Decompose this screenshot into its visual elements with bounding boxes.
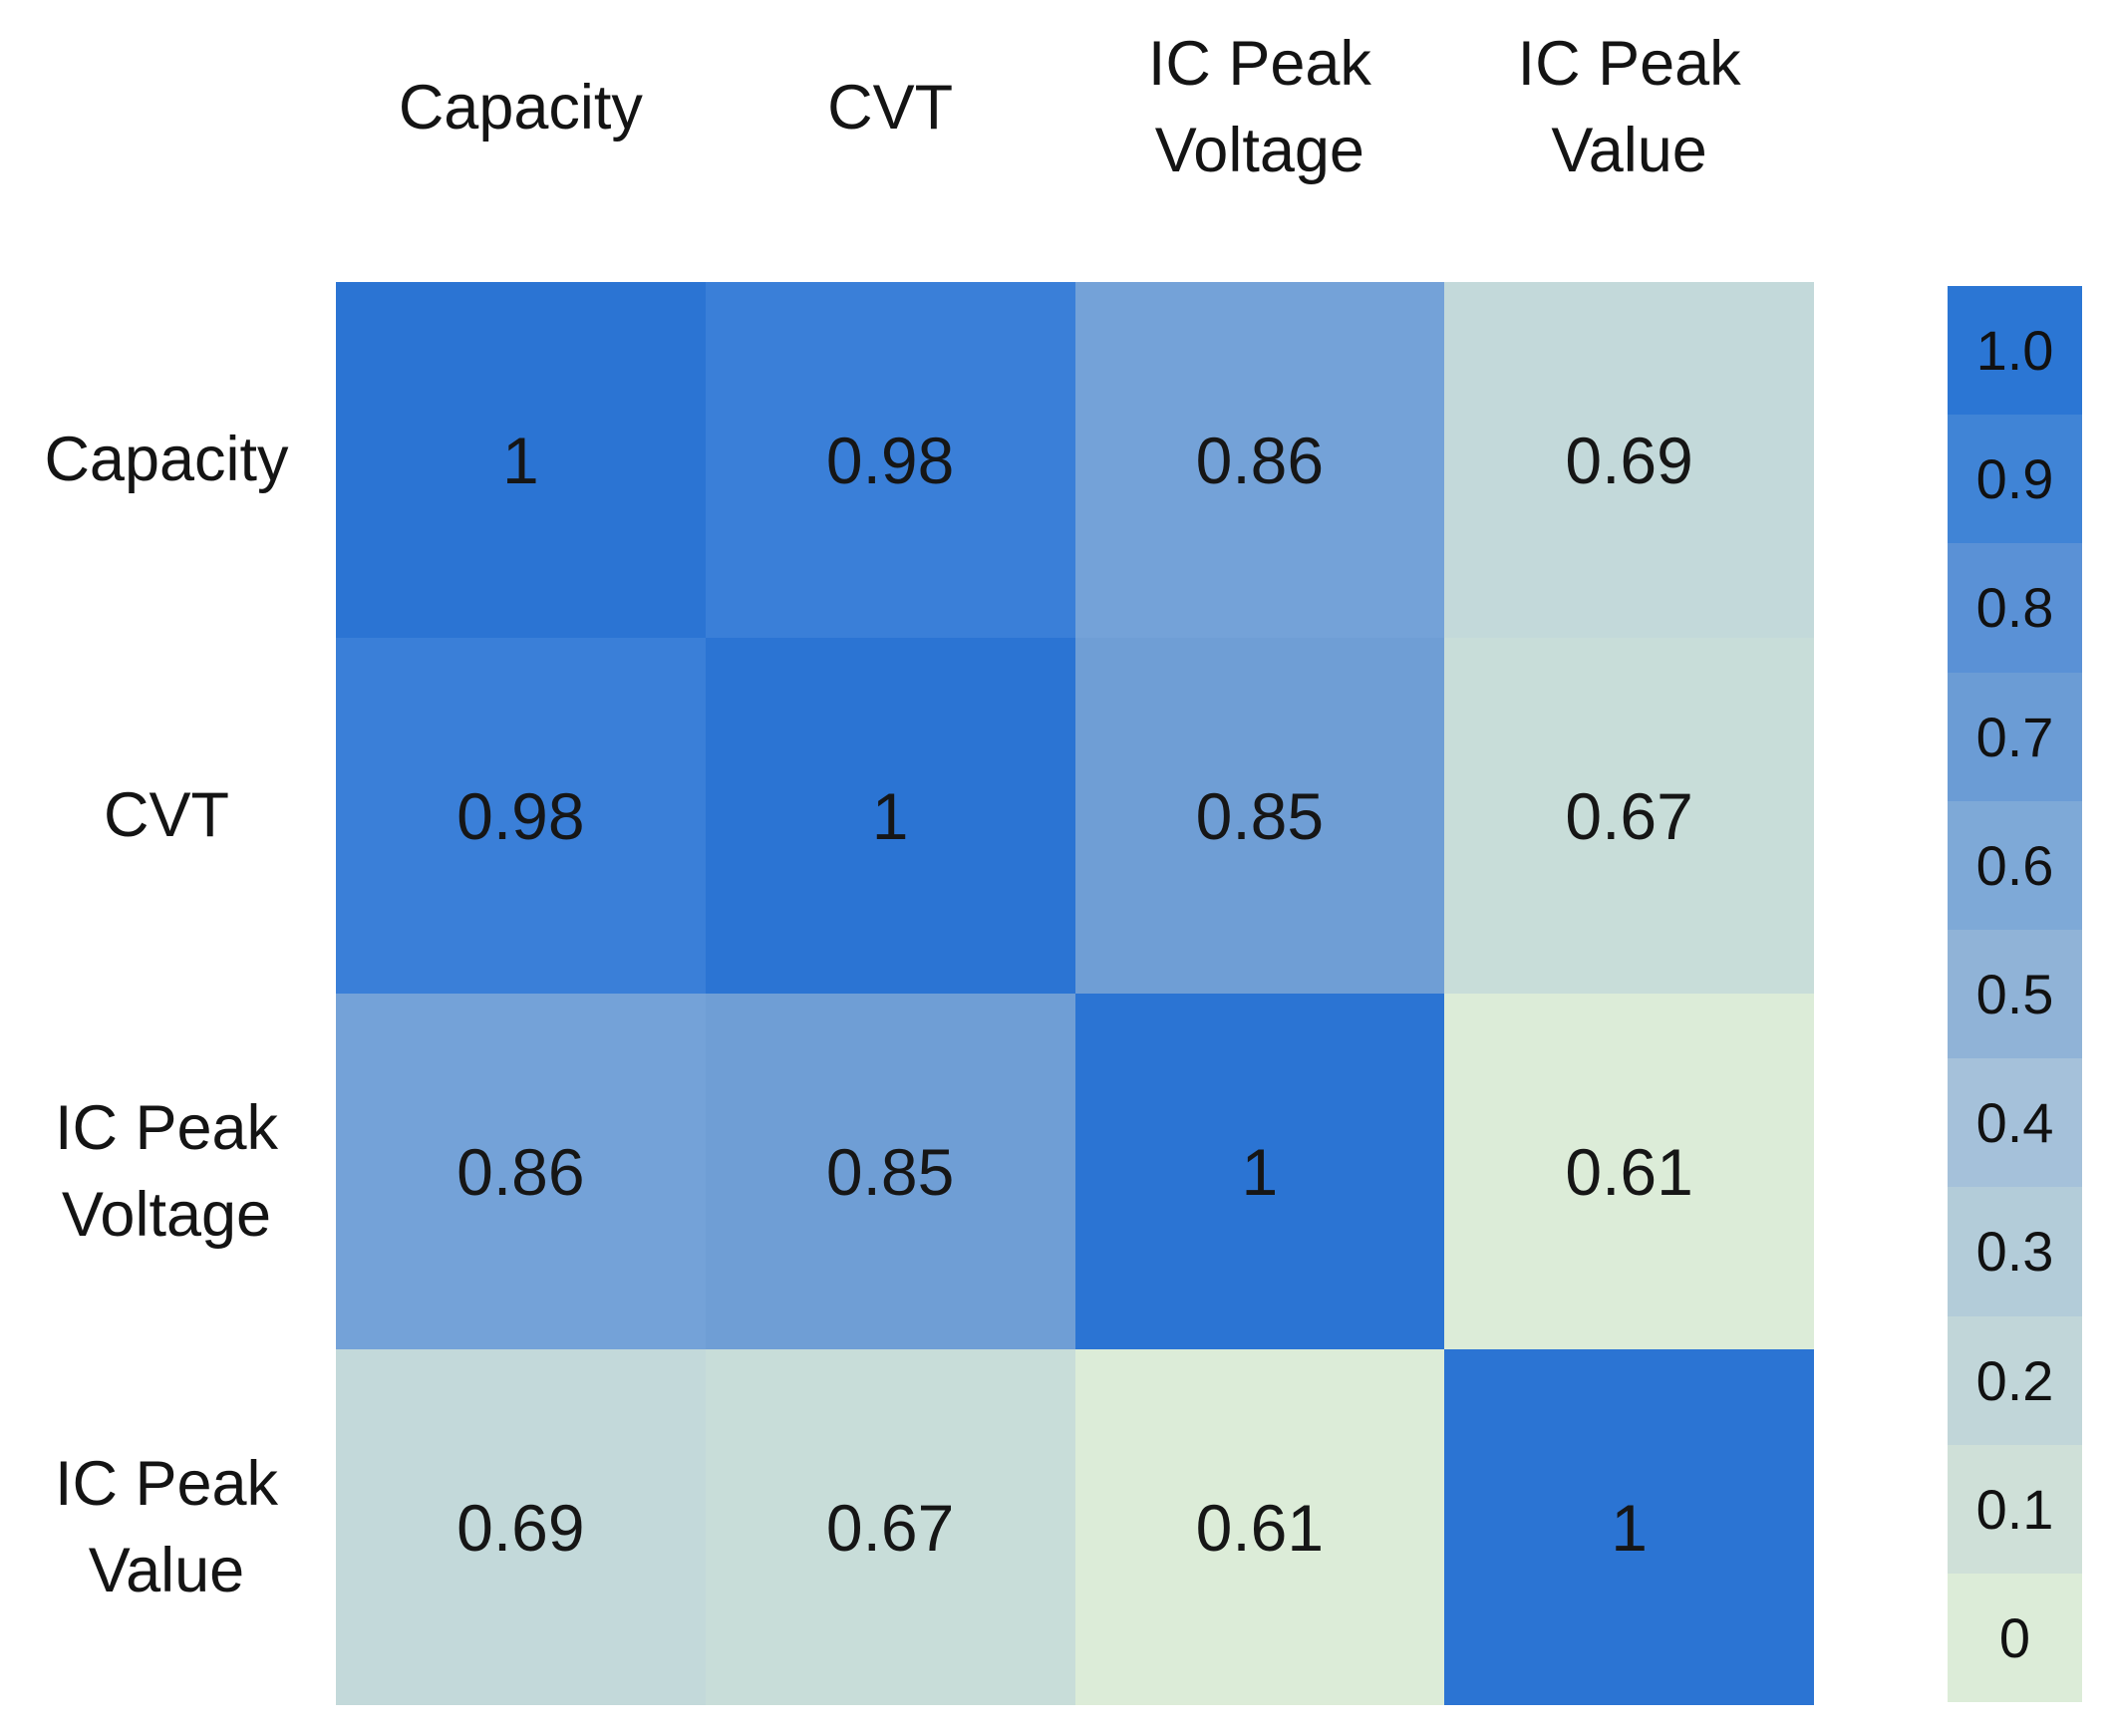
heatmap-matrix: 1 0.98 0.86 0.69 0.98 1 0.85 0.67 0.86 0.85 1 0.61 0… — [336, 282, 1814, 1705]
colorbar-segment-0.2: 0.2 — [1948, 1315, 2082, 1445]
row-headers: Capacity CVT IC Peak Voltage IC Peak Value — [4, 282, 329, 1705]
colorbar-legend: 1.0 0.9 0.8 0.7 0.6 0.5 0.4 0.3 0.2 0.1 0 — [1948, 286, 2082, 1703]
cell-ic-peak-value-x-ic-peak-value: 1 — [1444, 1349, 1814, 1705]
colorbar-segment-0.5: 0.5 — [1948, 929, 2082, 1059]
col-header-ic-peak-value: IC Peak Value — [1517, 29, 1741, 185]
cell-capacity-x-ic-peak-voltage: 0.86 — [1074, 282, 1445, 638]
col-header-capacity: Capacity — [398, 72, 643, 143]
colorbar-segment-1.0: 1.0 — [1948, 286, 2082, 416]
colorbar-segment-0.3: 0.3 — [1948, 1187, 2082, 1316]
cell-cvt-x-capacity: 0.98 — [336, 638, 706, 994]
cell-ic-peak-value-x-cvt: 0.67 — [705, 1349, 1075, 1705]
cell-ic-peak-voltage-x-cvt: 0.85 — [705, 994, 1075, 1349]
colorbar-segment-0.4: 0.4 — [1948, 1058, 2082, 1188]
colorbar-segment-0.1: 0.1 — [1948, 1444, 2082, 1574]
cell-ic-peak-voltage-x-capacity: 0.86 — [336, 994, 706, 1349]
row-header-capacity: Capacity — [44, 425, 289, 495]
cell-cvt-x-cvt: 1 — [705, 638, 1075, 994]
cell-capacity-x-ic-peak-value: 0.69 — [1444, 282, 1814, 638]
cell-ic-peak-value-x-ic-peak-voltage: 0.61 — [1074, 1349, 1445, 1705]
cell-cvt-x-ic-peak-value: 0.67 — [1444, 638, 1814, 994]
col-header-ic-peak-voltage: IC Peak Voltage — [1147, 29, 1371, 185]
cell-ic-peak-voltage-x-ic-peak-voltage: 1 — [1074, 994, 1445, 1349]
row-header-ic-peak-voltage: IC Peak Voltage — [54, 1092, 279, 1250]
colorbar-segment-0.6: 0.6 — [1948, 800, 2082, 930]
colorbar-segment-0.8: 0.8 — [1948, 543, 2082, 673]
row-header-ic-peak-value: IC Peak Value — [54, 1448, 279, 1605]
colorbar-segment-0.7: 0.7 — [1948, 672, 2082, 801]
colorbar-segment-0.9: 0.9 — [1948, 415, 2082, 544]
col-header-cvt: CVT — [827, 72, 954, 143]
cell-cvt-x-ic-peak-voltage: 0.85 — [1074, 638, 1445, 994]
cell-ic-peak-voltage-x-ic-peak-value: 0.61 — [1444, 994, 1814, 1349]
cell-capacity-x-capacity: 1 — [336, 282, 706, 638]
cell-ic-peak-value-x-capacity: 0.69 — [336, 1349, 706, 1705]
row-header-cvt: CVT — [104, 780, 229, 851]
cell-capacity-x-cvt: 0.98 — [705, 282, 1075, 638]
column-headers: Capacity CVT IC Peak Voltage IC Peak Value — [336, 8, 1814, 207]
colorbar-segment-0: 0 — [1948, 1573, 2082, 1703]
